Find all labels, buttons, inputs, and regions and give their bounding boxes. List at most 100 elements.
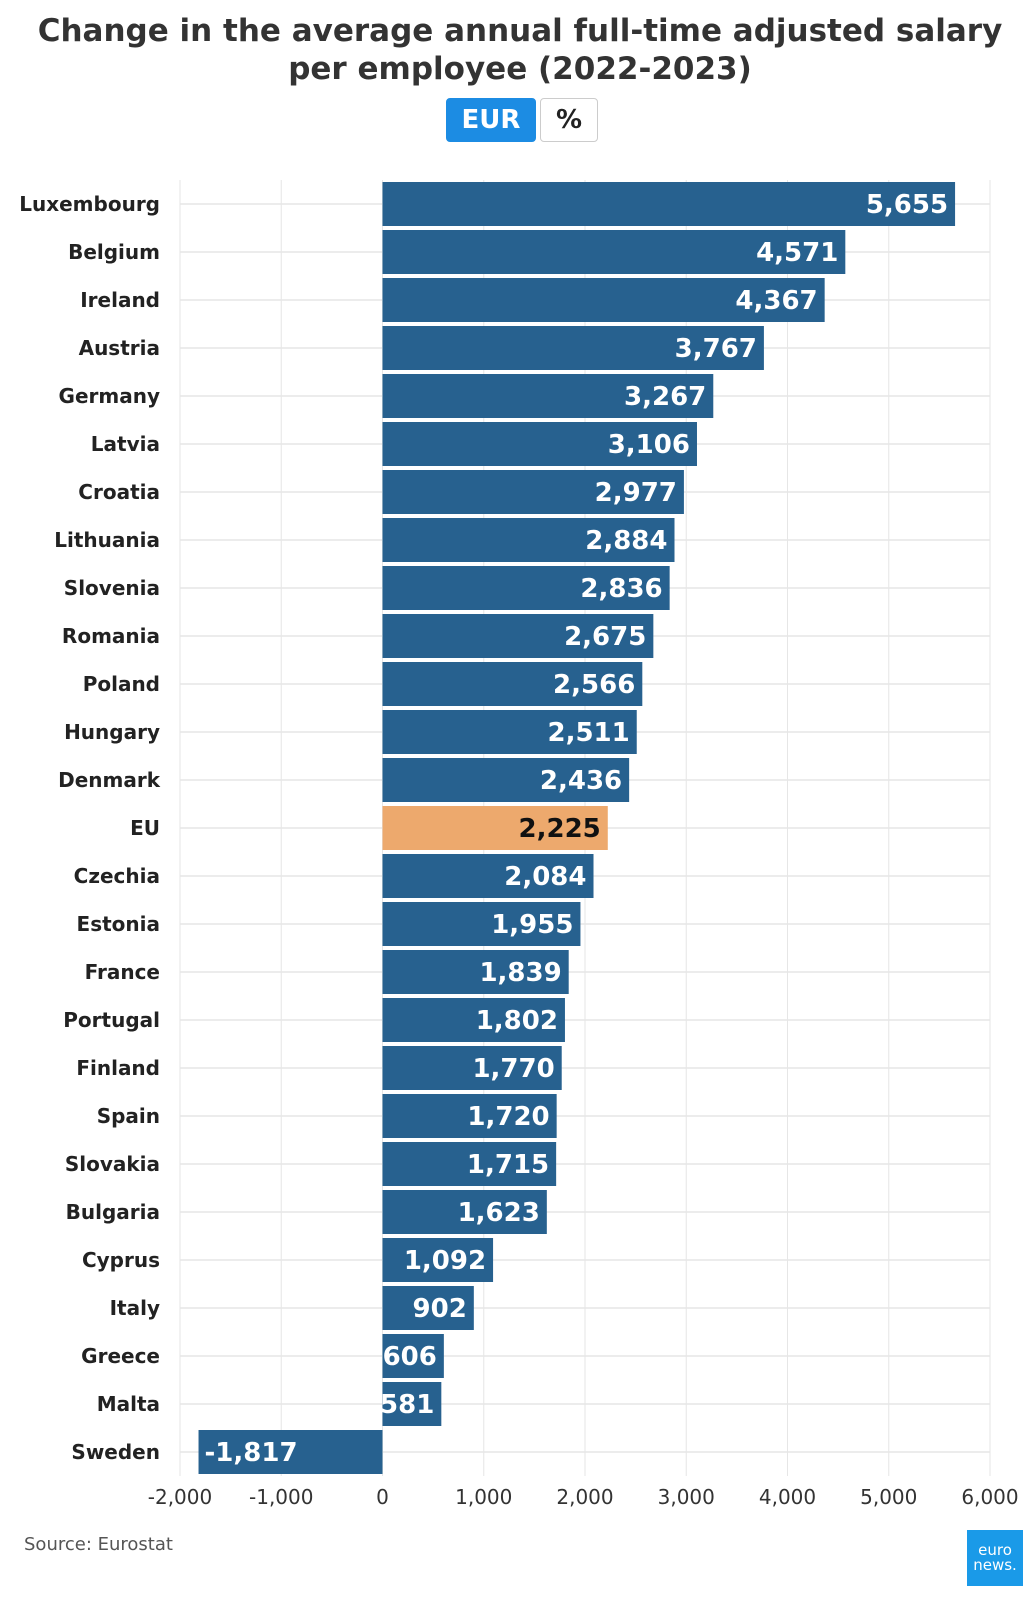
category-label-layer: Luxembourg Belgium Ireland Austria Germany La… bbox=[19, 192, 160, 1464]
category-label: Belgium bbox=[68, 240, 160, 264]
bar-eu[interactable] bbox=[382, 806, 608, 850]
value-label: 2,436 bbox=[540, 766, 622, 796]
value-label: 4,367 bbox=[735, 286, 817, 316]
bar-hungary[interactable] bbox=[382, 710, 637, 754]
value-label: 1,955 bbox=[491, 910, 573, 940]
category-label: Slovakia bbox=[65, 1152, 160, 1176]
bar-france[interactable] bbox=[382, 950, 569, 994]
category-label: Hungary bbox=[64, 720, 160, 744]
value-label: 2,884 bbox=[585, 526, 667, 556]
bar-austria[interactable] bbox=[382, 326, 764, 370]
bar-sweden[interactable] bbox=[198, 1430, 383, 1474]
category-label: Italy bbox=[110, 1296, 160, 1320]
x-tick-label: 6,000 bbox=[961, 1485, 1018, 1509]
category-label: France bbox=[85, 960, 160, 984]
x-tick-label: -1,000 bbox=[249, 1485, 313, 1509]
value-label: 3,767 bbox=[675, 334, 757, 364]
bar-italy[interactable] bbox=[382, 1286, 474, 1330]
bar-finland[interactable] bbox=[382, 1046, 562, 1090]
euronews-logo: euro news. bbox=[967, 1530, 1023, 1586]
bar-lithuania[interactable] bbox=[382, 518, 675, 562]
unit-toggle: EUR % bbox=[446, 98, 598, 142]
category-label: Spain bbox=[97, 1104, 160, 1128]
bar-belgium[interactable] bbox=[382, 230, 846, 274]
value-label: 902 bbox=[413, 1294, 467, 1324]
category-label: Cyprus bbox=[82, 1248, 160, 1272]
x-tick-label: 1,000 bbox=[455, 1485, 512, 1509]
value-label: 1,623 bbox=[458, 1198, 540, 1228]
bar-croatia[interactable] bbox=[382, 470, 684, 514]
chart-title: Change in the average annual full-time a… bbox=[37, 13, 1003, 87]
value-label: 2,225 bbox=[519, 814, 601, 844]
x-tick-label: 2,000 bbox=[556, 1485, 613, 1509]
value-label: -1,817 bbox=[205, 1438, 298, 1468]
value-label: 1,720 bbox=[467, 1102, 549, 1132]
category-label: Austria bbox=[79, 336, 160, 360]
bar-chart: 5,655 4,571 4,367 3,767 3,267 3,106 2,977 2,884… bbox=[19, 180, 1019, 1509]
category-label: EU bbox=[130, 816, 160, 840]
x-axis: -2,000 -1,000 0 1,000 2,000 3,000 4,000 5,000 6,… bbox=[148, 1485, 1019, 1509]
bar-czechia[interactable] bbox=[382, 854, 594, 898]
category-label: Lithuania bbox=[54, 528, 160, 552]
bar-luxembourg[interactable] bbox=[382, 182, 956, 226]
x-tick-label: 3,000 bbox=[658, 1485, 715, 1509]
value-label: 2,511 bbox=[547, 718, 629, 748]
bar-cyprus[interactable] bbox=[382, 1238, 494, 1282]
value-label: 1,802 bbox=[476, 1006, 558, 1036]
bar-greece[interactable] bbox=[382, 1334, 444, 1378]
bar-ireland[interactable] bbox=[382, 278, 825, 322]
bar-portugal[interactable] bbox=[382, 998, 565, 1042]
category-label: Croatia bbox=[78, 480, 160, 504]
source-note: Source: Eurostat bbox=[24, 1534, 173, 1555]
category-label: Poland bbox=[83, 672, 160, 696]
percent-toggle-button[interactable]: % bbox=[540, 98, 598, 142]
value-label: 2,836 bbox=[580, 574, 662, 604]
bar-latvia[interactable] bbox=[382, 422, 697, 466]
category-label: Luxembourg bbox=[19, 192, 160, 216]
value-label: 4,571 bbox=[756, 238, 838, 268]
category-label: Estonia bbox=[77, 912, 160, 936]
value-label: 1,839 bbox=[479, 958, 561, 988]
value-label: 1,092 bbox=[404, 1246, 486, 1276]
x-tick-label: 5,000 bbox=[860, 1485, 917, 1509]
category-label: Denmark bbox=[58, 768, 161, 792]
logo-text-line1: euro bbox=[978, 1541, 1012, 1559]
bar-estonia[interactable] bbox=[382, 902, 581, 946]
category-label: Latvia bbox=[91, 432, 160, 456]
bar-slovenia[interactable] bbox=[382, 566, 670, 610]
bar-slovakia[interactable] bbox=[382, 1142, 557, 1186]
bar-spain[interactable] bbox=[382, 1094, 557, 1138]
value-label: 3,106 bbox=[608, 430, 690, 460]
value-label: 606 bbox=[383, 1342, 437, 1372]
bar-poland[interactable] bbox=[382, 662, 643, 706]
category-label: Sweden bbox=[71, 1440, 160, 1464]
category-label: Finland bbox=[76, 1056, 160, 1080]
value-label: 581 bbox=[380, 1390, 434, 1420]
x-tick-label: 4,000 bbox=[759, 1485, 816, 1509]
value-label: 1,715 bbox=[467, 1150, 549, 1180]
eur-toggle-button[interactable]: EUR bbox=[446, 98, 536, 142]
bar-germany[interactable] bbox=[382, 374, 714, 418]
x-tick-label: -2,000 bbox=[148, 1485, 212, 1509]
value-label: 2,084 bbox=[504, 862, 586, 892]
category-label: Czechia bbox=[74, 864, 160, 888]
category-label: Portugal bbox=[63, 1008, 160, 1032]
bar-romania[interactable] bbox=[382, 614, 654, 658]
value-label: 2,977 bbox=[595, 478, 677, 508]
category-label: Greece bbox=[81, 1344, 160, 1368]
bar-bulgaria[interactable] bbox=[382, 1190, 547, 1234]
value-label: 2,566 bbox=[553, 670, 635, 700]
logo-text-line2: news. bbox=[973, 1556, 1017, 1574]
bar-denmark[interactable] bbox=[382, 758, 630, 802]
category-label: Romania bbox=[62, 624, 160, 648]
category-label: Slovenia bbox=[64, 576, 160, 600]
x-tick-label: 0 bbox=[376, 1485, 389, 1509]
value-label: 2,675 bbox=[564, 622, 646, 652]
category-label: Bulgaria bbox=[66, 1200, 160, 1224]
bar-layer: 5,655 4,571 4,367 3,767 3,267 3,106 2,977 2,884… bbox=[198, 182, 956, 1474]
value-label: 1,770 bbox=[472, 1054, 554, 1084]
bar-malta[interactable] bbox=[382, 1382, 442, 1426]
category-label: Malta bbox=[97, 1392, 160, 1416]
value-label: 5,655 bbox=[866, 190, 948, 220]
category-label: Germany bbox=[59, 384, 160, 408]
